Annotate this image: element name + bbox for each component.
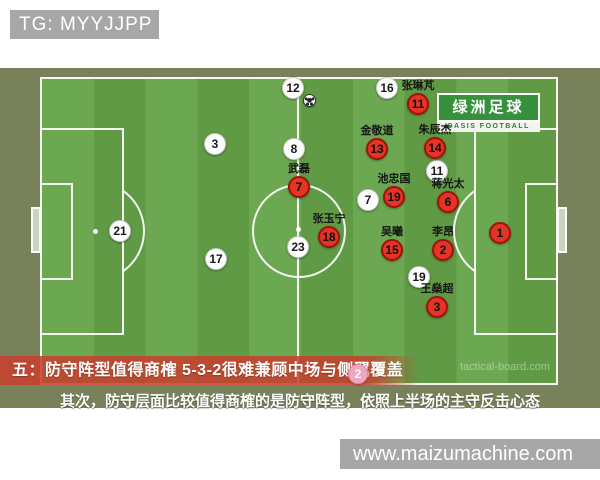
player-name-label-14: 朱辰杰 [418,124,452,136]
tactical-board-watermark: tactical-board.com [460,361,550,373]
subheadline-text: 其次，防守层面比较值得商榷的是防守阵型，依照上半场的主守反击心态 [59,393,540,410]
logo-chinese-title: 绿洲足球 [437,93,540,122]
player-marker-white-8[interactable]: 8 [283,138,305,160]
player-name-label-15: 吴曦 [381,226,403,238]
player-name-label-19: 池忠国 [377,173,411,185]
headline-text: 五：防守阵型值得商榷 5-3-2很难兼顾中场与侧翼覆盖 [12,362,404,379]
player-name-label-6: 蒋光太 [431,178,465,190]
player-marker-red-14[interactable]: 14 [424,137,446,159]
player-marker-red-7[interactable]: 7 [288,176,310,198]
pitch-center-spot [296,227,301,232]
player-name-label-13: 金敬道 [360,125,394,137]
player-marker-red-1[interactable]: 1 [489,222,511,244]
player-name-label-3: 王燊超 [420,283,454,295]
player-marker-white-19[interactable]: 19 [408,266,430,288]
player-name-label-2: 李昂 [432,226,454,238]
player-name-label-7: 武磊 [288,163,310,175]
player-marker-white-3[interactable]: 3 [204,133,226,155]
oasis-football-logo: 绿洲足球 OASIS FOOTBALL [437,93,540,132]
player-marker-white-11[interactable]: 11 [426,160,448,182]
tg-watermark-badge: TG: MYYJJPP [10,10,159,39]
player-marker-red-6[interactable]: 6 [437,191,459,213]
player-marker-red-15[interactable]: 15 [381,239,403,261]
player-name-label-18: 张玉宁 [312,213,346,225]
goal-area-right [525,183,558,280]
website-bar: www.maizumachine.com [340,439,600,469]
player-marker-white-21[interactable]: 21 [109,220,131,242]
player-marker-white-23[interactable]: 23 [287,236,309,258]
player-marker-white-17[interactable]: 17 [205,248,227,270]
penalty-spot-left [93,229,98,234]
goal-right [557,207,567,253]
player-marker-white-12[interactable]: 12 [282,77,304,99]
player-name-label-11: 张琳芃 [401,80,435,92]
soccer-ball-icon[interactable] [303,94,316,107]
logo-english-title: OASIS FOOTBALL [437,122,540,132]
player-marker-red-2[interactable]: 2 [432,239,454,261]
player-marker-red-19[interactable]: 19 [383,186,405,208]
goal-area-left [40,183,73,280]
player-marker-red-18[interactable]: 18 [318,226,340,248]
player-marker-red-11[interactable]: 11 [407,93,429,115]
player-marker-white-16[interactable]: 16 [376,77,398,99]
player-marker-red-13[interactable]: 13 [366,138,388,160]
loose-marker-2[interactable]: 2 [348,364,368,384]
player-marker-red-3[interactable]: 3 [426,296,448,318]
player-marker-white-7[interactable]: 7 [357,189,379,211]
goal-left [31,207,41,253]
